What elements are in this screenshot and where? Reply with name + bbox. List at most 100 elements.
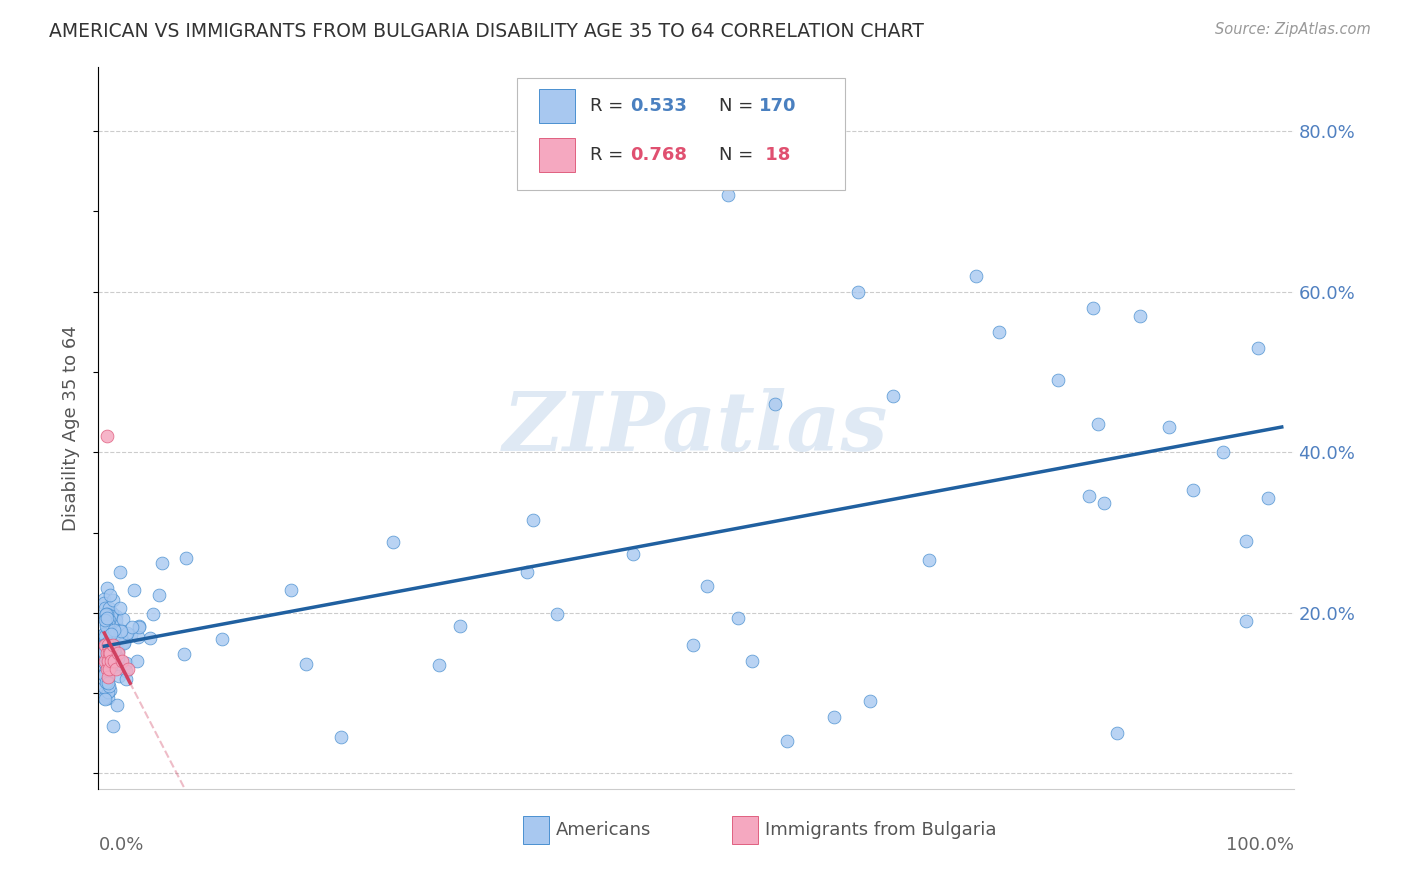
Point [1159, 419, 1181, 434]
Point [96, 644, 118, 658]
Point [696, 578, 718, 592]
Point [97, 628, 120, 642]
Point [1181, 483, 1204, 498]
Point [682, 638, 704, 652]
Point [105, 662, 128, 676]
Point [101, 650, 124, 665]
Point [104, 646, 127, 660]
Point [97, 639, 120, 653]
Point [96, 611, 118, 625]
Point [96, 626, 118, 640]
Point [94, 611, 117, 625]
Text: Source: ZipAtlas.com: Source: ZipAtlas.com [1215, 22, 1371, 37]
FancyBboxPatch shape [523, 816, 548, 844]
Text: Immigrants from Bulgaria: Immigrants from Bulgaria [765, 821, 997, 838]
Point [100, 654, 122, 668]
Point [103, 643, 125, 657]
Point [94, 666, 117, 681]
Point [97, 661, 120, 675]
Point [128, 620, 150, 634]
Point [93, 655, 115, 669]
Point [107, 698, 129, 712]
Point [100, 613, 122, 627]
Point [1257, 491, 1279, 506]
Point [94, 601, 117, 615]
Point [93, 630, 115, 644]
Point [96, 636, 118, 650]
Text: R =: R = [589, 97, 628, 115]
Point [173, 647, 195, 661]
Point [96, 617, 118, 632]
Point [96, 630, 118, 644]
Point [93, 591, 115, 606]
Point [115, 664, 138, 678]
Point [846, 285, 869, 299]
Point [96, 617, 118, 632]
Point [1105, 726, 1128, 740]
Point [727, 611, 749, 625]
Point [93, 596, 115, 610]
Point [96, 581, 118, 595]
Point [115, 625, 138, 640]
Point [108, 624, 131, 638]
Point [918, 553, 941, 567]
Text: Americans: Americans [557, 821, 651, 838]
Point [94, 636, 117, 650]
Point [94, 665, 117, 679]
Point [1212, 445, 1234, 459]
Point [122, 582, 145, 597]
Point [100, 627, 122, 641]
Point [98, 662, 121, 676]
Point [93, 648, 115, 662]
Point [121, 620, 143, 634]
Point [94, 654, 117, 668]
Text: 0.768: 0.768 [630, 146, 688, 164]
Text: N =: N = [718, 97, 759, 115]
Text: 0.0%: 0.0% [98, 837, 143, 855]
Point [97, 670, 120, 684]
Point [93, 668, 115, 682]
Point [104, 609, 127, 624]
Point [93, 690, 115, 705]
Y-axis label: Disability Age 35 to 64: Disability Age 35 to 64 [62, 326, 80, 531]
Point [93, 642, 115, 657]
Text: ZIPatlas: ZIPatlas [503, 388, 889, 468]
Point [97, 616, 120, 631]
Point [800, 124, 823, 138]
Point [93, 634, 115, 648]
Point [93, 668, 115, 682]
Point [93, 627, 115, 641]
Point [103, 654, 125, 668]
Point [101, 638, 124, 652]
Point [621, 547, 644, 561]
Point [97, 638, 120, 652]
Point [329, 730, 352, 744]
Point [96, 614, 118, 628]
Point [98, 683, 121, 698]
Point [1083, 301, 1105, 315]
Text: 170: 170 [759, 97, 797, 115]
Point [1236, 614, 1258, 628]
Text: AMERICAN VS IMMIGRANTS FROM BULGARIA DISABILITY AGE 35 TO 64 CORRELATION CHART: AMERICAN VS IMMIGRANTS FROM BULGARIA DIS… [49, 22, 924, 41]
Point [98, 588, 121, 602]
Point [128, 618, 150, 632]
Point [1236, 533, 1258, 548]
Point [103, 719, 125, 733]
Point [110, 624, 132, 639]
Point [115, 656, 138, 670]
Text: R =: R = [589, 146, 628, 164]
Point [1047, 373, 1070, 387]
Point [522, 513, 544, 527]
Point [98, 646, 121, 660]
Point [101, 645, 124, 659]
FancyBboxPatch shape [540, 88, 575, 123]
Point [108, 669, 131, 683]
Point [94, 633, 117, 648]
Point [97, 626, 120, 640]
Point [97, 654, 120, 668]
Point [93, 646, 115, 660]
Point [117, 662, 139, 676]
Point [150, 556, 173, 570]
Point [97, 655, 120, 669]
Point [741, 654, 763, 668]
